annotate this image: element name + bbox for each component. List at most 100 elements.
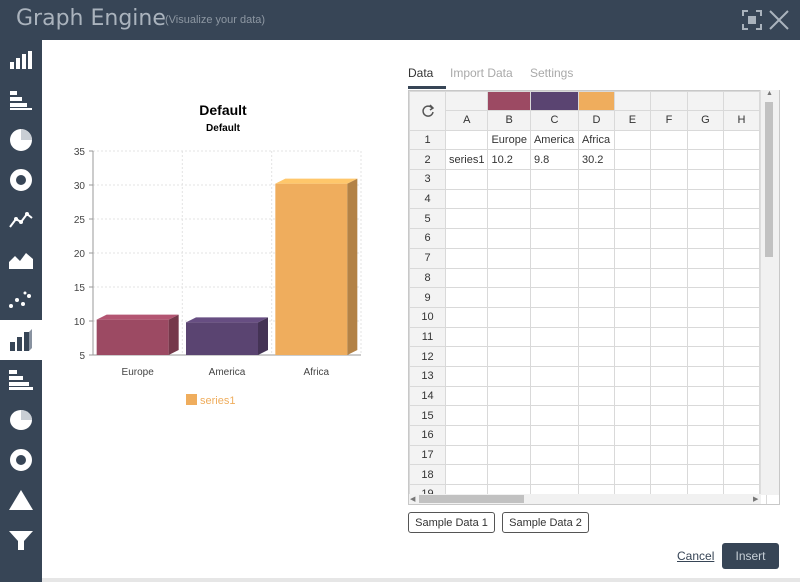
sheet-cell[interactable]: America bbox=[529, 129, 579, 151]
column-header[interactable]: A bbox=[444, 110, 489, 131]
sheet-cell[interactable] bbox=[613, 228, 651, 249]
sidebar-item-pie-3d[interactable] bbox=[0, 400, 42, 440]
sheet-cell[interactable] bbox=[613, 208, 651, 230]
tab-data[interactable]: Data bbox=[408, 66, 434, 80]
sidebar-item-line[interactable] bbox=[0, 200, 42, 240]
sheet-cell[interactable] bbox=[722, 385, 760, 407]
sheet-cell[interactable] bbox=[686, 425, 724, 446]
sheet-cell[interactable] bbox=[444, 385, 489, 407]
row-header[interactable]: 11 bbox=[409, 326, 446, 348]
sheet-cell[interactable] bbox=[649, 385, 688, 407]
scroll-up-icon[interactable]: ▲ bbox=[766, 90, 773, 97]
refresh-cell[interactable] bbox=[409, 91, 446, 131]
sheet-cell[interactable] bbox=[487, 346, 531, 367]
sheet-cell[interactable] bbox=[649, 326, 688, 348]
sheet-cell[interactable] bbox=[686, 228, 724, 249]
sheet-cell[interactable] bbox=[487, 425, 531, 446]
sheet-cell[interactable] bbox=[613, 365, 651, 387]
sheet-cell[interactable] bbox=[487, 208, 531, 230]
sheet-cell[interactable] bbox=[613, 129, 651, 151]
row-header[interactable]: 14 bbox=[409, 385, 446, 407]
sheet-cell[interactable] bbox=[577, 267, 615, 289]
sheet-cell[interactable] bbox=[686, 385, 724, 407]
sheet-cell[interactable] bbox=[487, 188, 531, 210]
sheet-cell[interactable] bbox=[577, 208, 615, 230]
insert-button[interactable]: Insert bbox=[722, 543, 779, 569]
sheet-cell[interactable] bbox=[487, 444, 531, 466]
row-header[interactable]: 2 bbox=[409, 149, 446, 171]
sheet-cell[interactable] bbox=[722, 306, 760, 328]
sheet-cell[interactable] bbox=[444, 346, 489, 367]
sheet-cell[interactable] bbox=[686, 405, 724, 426]
sheet-cell[interactable] bbox=[529, 267, 579, 289]
sidebar-item-scatter[interactable] bbox=[0, 280, 42, 320]
sheet-cell[interactable] bbox=[577, 169, 615, 190]
row-header[interactable]: 7 bbox=[409, 247, 446, 269]
sheet-cell[interactable] bbox=[649, 149, 688, 171]
bar-america[interactable] bbox=[186, 317, 268, 355]
sheet-cell[interactable] bbox=[686, 247, 724, 269]
sheet-cell[interactable] bbox=[613, 306, 651, 328]
sheet-cell[interactable] bbox=[613, 326, 651, 348]
sheet-cell[interactable] bbox=[613, 405, 651, 426]
sheet-cell[interactable] bbox=[613, 149, 651, 171]
vertical-scrollbar[interactable]: ▲ bbox=[760, 90, 779, 495]
column-header[interactable]: H bbox=[722, 110, 760, 131]
sheet-cell[interactable]: 9.8 bbox=[529, 149, 579, 171]
sheet-cell[interactable] bbox=[577, 405, 615, 426]
sheet-cell[interactable] bbox=[577, 247, 615, 269]
sheet-cell[interactable]: 10.2 bbox=[487, 149, 531, 171]
sheet-cell[interactable] bbox=[529, 287, 579, 308]
vertical-scroll-thumb[interactable] bbox=[765, 102, 773, 257]
row-header[interactable]: 1 bbox=[409, 129, 446, 151]
sheet-cell[interactable] bbox=[613, 247, 651, 269]
sheet-cell[interactable] bbox=[577, 346, 615, 367]
sheet-cell[interactable] bbox=[529, 306, 579, 328]
sheet-cell[interactable] bbox=[577, 365, 615, 387]
sheet-cell[interactable] bbox=[487, 228, 531, 249]
sheet-cell[interactable] bbox=[487, 287, 531, 308]
sheet-cell[interactable] bbox=[487, 247, 531, 269]
sidebar-item-horizontal-bar[interactable] bbox=[0, 80, 42, 120]
sheet-cell[interactable] bbox=[444, 247, 489, 269]
sheet-cell[interactable] bbox=[529, 188, 579, 210]
sheet-cell[interactable] bbox=[487, 385, 531, 407]
sheet-cell[interactable] bbox=[577, 287, 615, 308]
sheet-cell[interactable] bbox=[649, 425, 688, 446]
sheet-cell[interactable] bbox=[613, 267, 651, 289]
sheet-cell[interactable] bbox=[529, 464, 579, 486]
sheet-cell[interactable] bbox=[487, 267, 531, 289]
scroll-left-icon[interactable]: ◀ bbox=[410, 496, 416, 503]
sheet-cell[interactable] bbox=[649, 444, 688, 466]
sheet-cell[interactable] bbox=[444, 326, 489, 348]
sheet-cell[interactable] bbox=[686, 444, 724, 466]
sheet-cell[interactable] bbox=[722, 129, 760, 151]
sidebar-item-pyramid[interactable] bbox=[0, 480, 42, 520]
sheet-cell[interactable] bbox=[649, 405, 688, 426]
row-header[interactable]: 8 bbox=[409, 267, 446, 289]
sheet-cell[interactable] bbox=[444, 444, 489, 466]
sheet-cell[interactable] bbox=[722, 326, 760, 348]
row-header[interactable]: 16 bbox=[409, 425, 446, 446]
sample-data-1-button[interactable]: Sample Data 1 bbox=[408, 512, 495, 533]
sidebar-item-donut[interactable] bbox=[0, 160, 42, 200]
sheet-cell[interactable] bbox=[529, 425, 579, 446]
sheet-cell[interactable] bbox=[649, 365, 688, 387]
sheet-cell[interactable] bbox=[444, 129, 489, 151]
sheet-cell[interactable] bbox=[577, 425, 615, 446]
sheet-cell[interactable] bbox=[577, 326, 615, 348]
sheet-cell[interactable] bbox=[613, 287, 651, 308]
sheet-cell[interactable] bbox=[444, 405, 489, 426]
sheet-cell[interactable] bbox=[444, 306, 489, 328]
sheet-cell[interactable] bbox=[686, 365, 724, 387]
sheet-cell[interactable] bbox=[722, 228, 760, 249]
sheet-cell[interactable] bbox=[649, 169, 688, 190]
sheet-cell[interactable] bbox=[487, 464, 531, 486]
sheet-cell[interactable] bbox=[529, 208, 579, 230]
sheet-cell[interactable] bbox=[649, 228, 688, 249]
row-header[interactable]: 15 bbox=[409, 405, 446, 426]
sheet-cell[interactable] bbox=[529, 346, 579, 367]
sheet-cell[interactable] bbox=[722, 247, 760, 269]
sidebar-item-bar-3d[interactable] bbox=[0, 320, 42, 360]
sheet-cell[interactable] bbox=[722, 464, 760, 486]
